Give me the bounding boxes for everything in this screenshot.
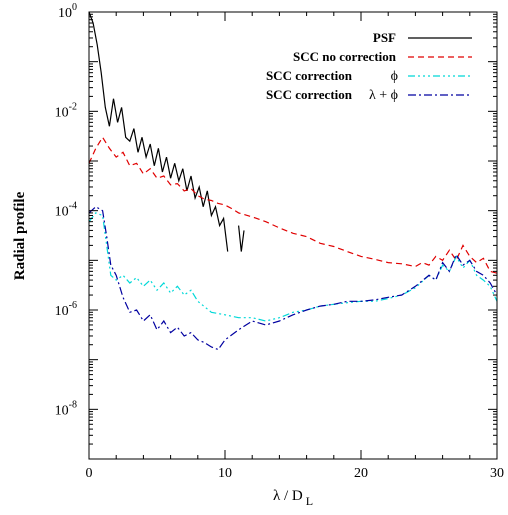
legend-label: SCC correction — [266, 87, 353, 102]
series-line-3 — [89, 212, 497, 322]
y-tick-label: 10-8 — [55, 399, 77, 418]
series-layer — [89, 12, 497, 351]
x-tick-label: 10 — [218, 466, 232, 481]
ticks-layer: 0 10 20 30 100 10-2 10-4 10-6 10-8 — [55, 2, 504, 481]
y-tick-label: 10-6 — [55, 300, 77, 319]
legend-item: PSF — [373, 30, 472, 45]
legend-symbol: λ + ϕ — [369, 88, 398, 103]
x-axis-title-subscript: L — [306, 494, 313, 508]
legend-item: SCC no correction — [293, 49, 472, 64]
legend-item: SCC correction λ + ϕ — [266, 87, 472, 103]
legend-symbol: ϕ — [391, 69, 398, 84]
legend-label: SCC no correction — [293, 49, 397, 64]
series-line-2 — [89, 136, 497, 274]
series-line-0 — [89, 12, 229, 252]
legend-item: SCC correction ϕ — [266, 68, 472, 84]
series-line-4 — [89, 205, 497, 351]
legend-label: PSF — [373, 30, 396, 45]
y-axis-title: Radial profile — [12, 191, 28, 280]
plot-frame — [88, 11, 498, 460]
y-tick-label: 10-4 — [55, 201, 77, 220]
y-tick-label: 10-2 — [55, 101, 77, 120]
x-tick-label: 30 — [490, 466, 504, 481]
legend-label: SCC correction — [266, 68, 353, 83]
y-tick-label: 100 — [58, 2, 77, 21]
x-tick-label: 0 — [86, 466, 93, 481]
x-tick-label: 20 — [354, 466, 368, 481]
series-line-1 — [238, 225, 245, 252]
